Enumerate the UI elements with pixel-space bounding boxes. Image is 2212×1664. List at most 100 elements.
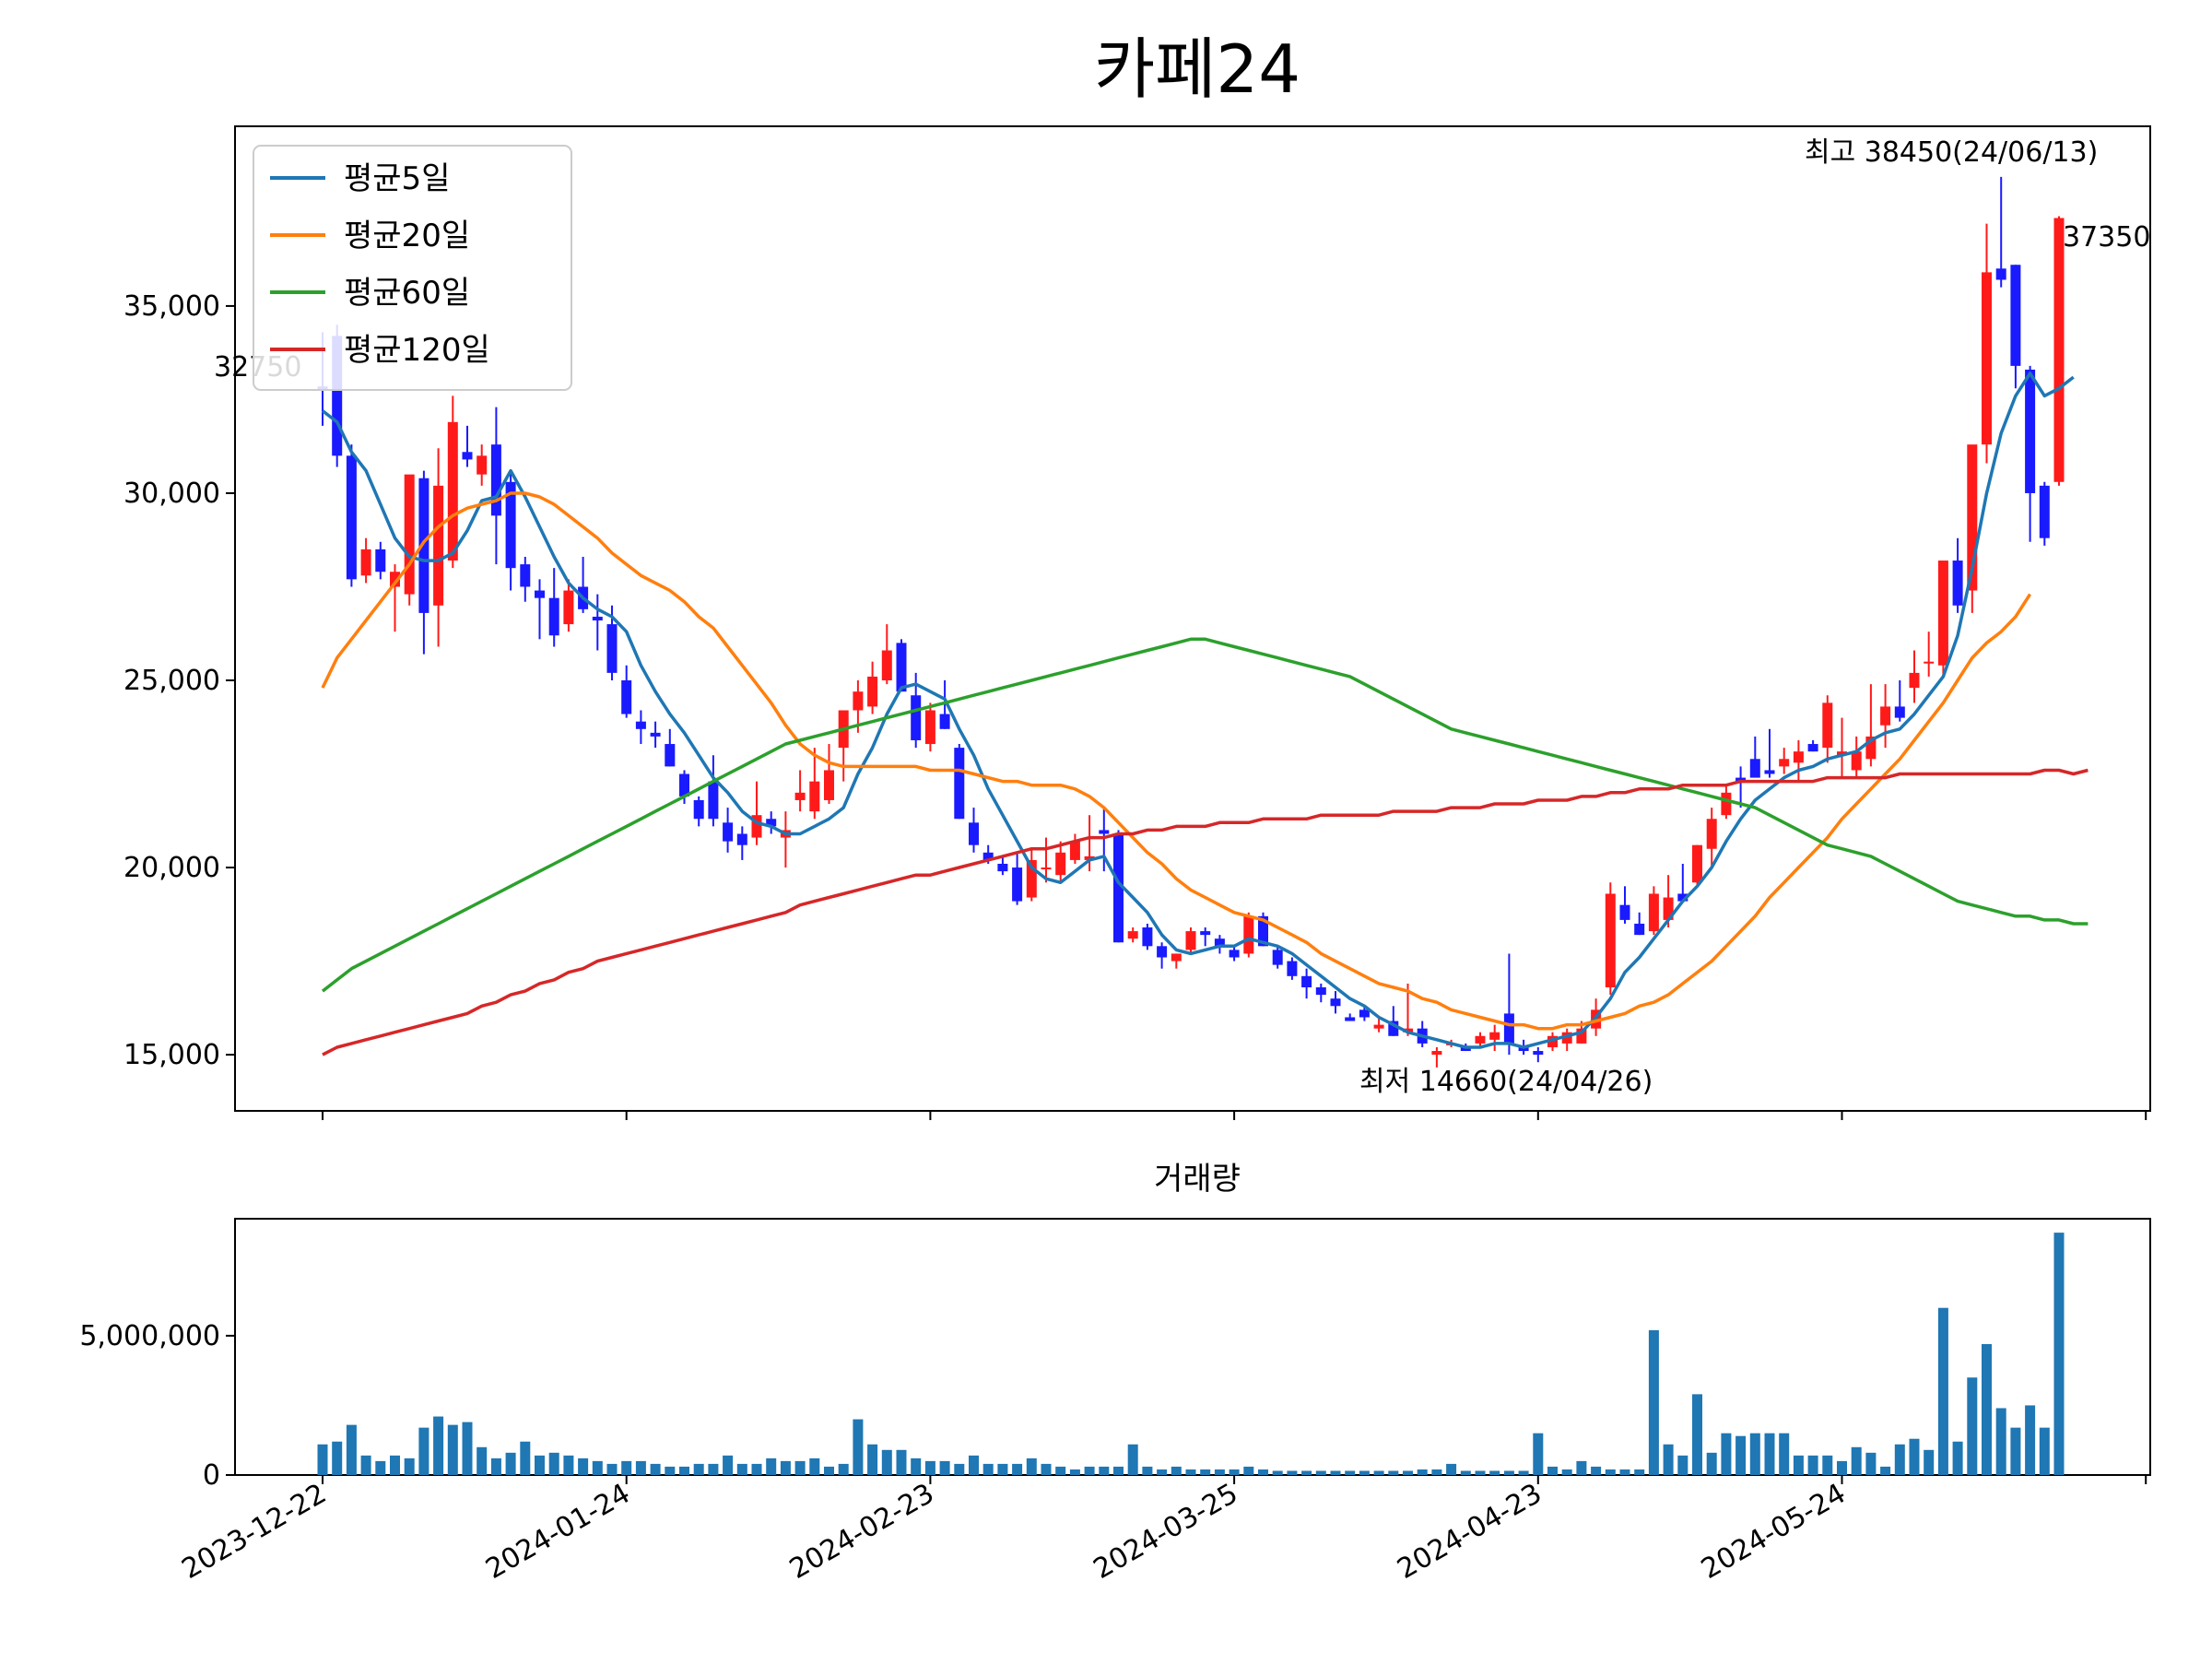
legend-label: 평균20일 bbox=[344, 218, 470, 254]
volume-bar bbox=[954, 1463, 965, 1475]
volume-bar bbox=[780, 1460, 791, 1475]
volume-bar bbox=[1677, 1455, 1688, 1475]
volume-bar bbox=[1330, 1470, 1341, 1475]
candle-body bbox=[1475, 1035, 1486, 1044]
volume-bar bbox=[1026, 1457, 1037, 1475]
candle-body bbox=[1735, 777, 1747, 782]
volume-bar bbox=[911, 1457, 922, 1475]
candle-body bbox=[346, 455, 357, 580]
candle-body bbox=[1721, 792, 1732, 816]
volume-bar bbox=[360, 1455, 371, 1475]
volume-bar bbox=[1345, 1470, 1356, 1475]
candle-body bbox=[1764, 770, 1775, 774]
volume-bar bbox=[1735, 1435, 1747, 1475]
candle-body bbox=[592, 616, 603, 621]
volume-bar bbox=[1287, 1470, 1298, 1475]
volume-bar bbox=[390, 1455, 400, 1475]
volume-bar bbox=[447, 1424, 458, 1475]
candle-body bbox=[1229, 950, 1240, 958]
volume-bar bbox=[1982, 1343, 1992, 1475]
candle-body bbox=[520, 564, 531, 587]
candle-body bbox=[1561, 1032, 1572, 1044]
volume-bar bbox=[1952, 1441, 1963, 1475]
candle-body bbox=[1952, 561, 1963, 606]
candle-body bbox=[924, 710, 935, 745]
candle-body bbox=[1099, 830, 1110, 834]
volume-bar bbox=[1446, 1463, 1457, 1475]
low-annotation: 최저 14660(24/04/26) bbox=[1359, 1066, 1653, 1098]
volume-bar bbox=[1561, 1469, 1572, 1475]
candle-body bbox=[1967, 444, 1978, 591]
candle-body bbox=[1287, 961, 1298, 976]
legend-label: 평균60일 bbox=[344, 275, 470, 312]
candle-body bbox=[1518, 1046, 1529, 1052]
candle-body bbox=[723, 822, 734, 842]
candle-body bbox=[853, 691, 864, 711]
volume-bar bbox=[693, 1463, 704, 1475]
candle-body bbox=[548, 597, 559, 636]
candle-body bbox=[1605, 893, 1616, 987]
volume-bar bbox=[1185, 1469, 1196, 1475]
candle-body bbox=[1894, 706, 1905, 718]
volume-bar bbox=[1576, 1460, 1587, 1475]
volume-bar bbox=[1909, 1438, 1920, 1475]
volume-bar bbox=[346, 1424, 357, 1475]
volume-bar bbox=[2025, 1405, 2036, 1475]
candle-body bbox=[1937, 561, 1948, 666]
volume-bar bbox=[404, 1457, 415, 1475]
volume-bar bbox=[1272, 1470, 1283, 1475]
volume-bar bbox=[1431, 1469, 1442, 1475]
candle-body bbox=[969, 822, 979, 845]
legend-box bbox=[253, 145, 572, 391]
volume-bar bbox=[1113, 1466, 1124, 1475]
candle-body bbox=[1692, 844, 1702, 883]
volume-bar bbox=[982, 1463, 994, 1475]
volume-bar bbox=[809, 1457, 820, 1475]
candle-body bbox=[535, 590, 545, 598]
candle-body bbox=[1012, 867, 1023, 902]
volume-bar bbox=[1648, 1329, 1659, 1475]
candle-body bbox=[418, 478, 429, 613]
volume-ytick-label: 5,000,000 bbox=[79, 1320, 220, 1352]
volume-bar bbox=[332, 1441, 343, 1475]
volume-bar bbox=[1127, 1444, 1138, 1475]
volume-title: 거래량 bbox=[1154, 1161, 1241, 1198]
ma20-line bbox=[321, 491, 2032, 1031]
candle-body bbox=[1865, 736, 1877, 760]
volume-bar bbox=[1301, 1470, 1312, 1475]
candle-body bbox=[982, 852, 994, 860]
candle-body bbox=[1648, 893, 1659, 932]
volume-bar bbox=[1779, 1433, 1790, 1475]
volume-bar bbox=[1663, 1444, 1674, 1475]
volume-bar bbox=[535, 1455, 545, 1475]
candle-body bbox=[881, 650, 892, 681]
volume-bar bbox=[1489, 1470, 1500, 1475]
volume-bar bbox=[1837, 1460, 1847, 1475]
ma5-line bbox=[321, 372, 2075, 1049]
candle-body bbox=[433, 485, 444, 606]
volume-bar bbox=[896, 1449, 907, 1475]
candle-body bbox=[794, 792, 806, 800]
candle-body bbox=[693, 799, 704, 820]
volume-bar bbox=[578, 1457, 589, 1475]
volume-bar bbox=[1171, 1466, 1182, 1475]
volume-bar bbox=[766, 1457, 777, 1475]
candle-body bbox=[708, 781, 719, 820]
candle-body bbox=[1837, 751, 1847, 756]
candle-body bbox=[1084, 856, 1095, 860]
candle-body bbox=[1503, 1013, 1514, 1044]
candle-body bbox=[1793, 751, 1804, 763]
volume-bar bbox=[708, 1463, 719, 1475]
candle-body bbox=[1185, 931, 1196, 950]
volume-bar bbox=[867, 1444, 878, 1475]
volume-bar bbox=[477, 1446, 488, 1475]
price-ytick-label: 35,000 bbox=[124, 290, 220, 323]
volume-bar bbox=[1157, 1469, 1168, 1475]
candle-body bbox=[332, 336, 343, 456]
volume-bar bbox=[1012, 1463, 1023, 1475]
candle-body bbox=[1171, 953, 1182, 962]
candle-body bbox=[1807, 744, 1818, 752]
candle-body bbox=[447, 421, 458, 561]
volume-bar bbox=[1243, 1466, 1254, 1475]
volume-bar bbox=[1475, 1470, 1486, 1475]
